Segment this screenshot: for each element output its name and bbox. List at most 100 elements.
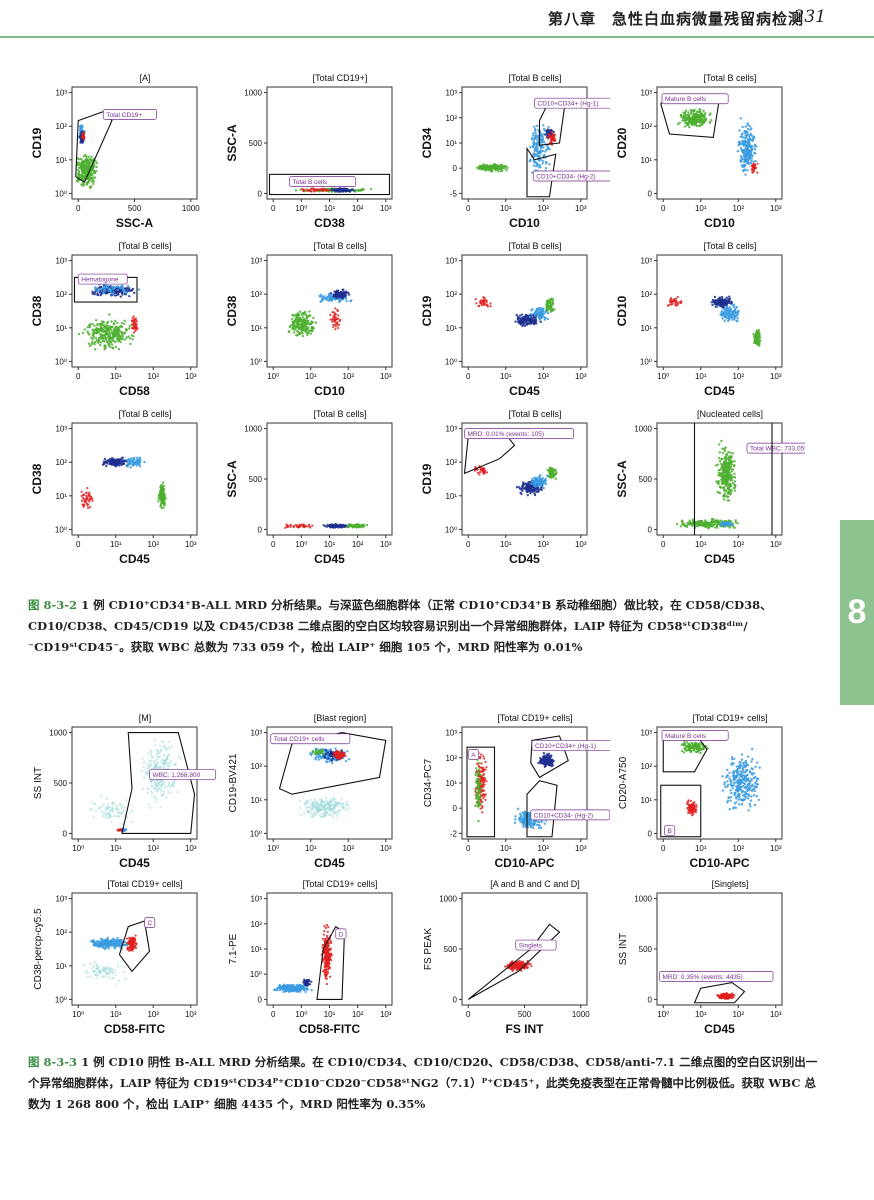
x-tick-label: 10⁰ <box>657 372 669 381</box>
event-dot <box>727 473 731 476</box>
event-dot <box>521 487 524 491</box>
event-dot <box>543 153 546 157</box>
event-dot <box>328 297 331 300</box>
event-dot <box>89 496 92 499</box>
event-dot <box>728 318 731 321</box>
event-dot <box>532 164 536 167</box>
event-dot <box>730 470 734 473</box>
plot-title: [Total B cells] <box>508 73 562 83</box>
event-dot <box>130 804 133 807</box>
event-dot <box>336 309 339 313</box>
flow-plot: [Total B cells] 0 10¹ 10² 10³ 10³ 10² 10¹ 10⁰ CD4… <box>420 241 610 408</box>
event-dot <box>88 323 92 326</box>
event-dot <box>503 167 506 170</box>
event-dot <box>107 344 111 347</box>
event-dot <box>108 459 111 462</box>
event-dot <box>93 176 97 179</box>
event-dot <box>716 303 719 307</box>
y-tick-label: 1000 <box>244 425 262 434</box>
event-dot <box>339 293 342 297</box>
event-dot <box>306 332 310 335</box>
event-dot <box>123 805 127 809</box>
event-dot <box>529 158 532 161</box>
x-tick-label: 10³ <box>380 540 392 549</box>
event-dot <box>153 739 156 742</box>
event-dot <box>743 142 746 145</box>
event-dot <box>695 521 699 525</box>
event-dot <box>730 475 733 478</box>
event-dot <box>125 336 128 339</box>
event-dot <box>736 320 739 323</box>
event-dot <box>306 327 310 331</box>
event-dot <box>727 295 731 298</box>
event-dot <box>162 753 166 757</box>
event-dot <box>95 165 98 169</box>
event-dot <box>742 151 745 154</box>
event-dot <box>152 795 156 798</box>
event-dot <box>731 468 735 471</box>
event-dot <box>146 766 150 770</box>
event-dot <box>720 520 724 524</box>
event-dot <box>305 319 309 323</box>
event-dot <box>137 462 140 466</box>
event-dot <box>159 806 162 809</box>
event-dot <box>529 146 532 149</box>
event-dot <box>91 331 94 334</box>
event-dot <box>744 173 747 176</box>
event-dot <box>669 300 672 303</box>
event-dot <box>170 783 174 786</box>
event-dot <box>103 345 106 348</box>
event-dot <box>298 523 301 526</box>
event-dot <box>533 318 536 322</box>
event-dot <box>116 288 120 292</box>
event-dot <box>532 489 536 493</box>
event-dot <box>301 334 305 338</box>
event-dot <box>162 766 166 769</box>
event-dot <box>291 313 294 317</box>
event-dot <box>92 176 95 179</box>
event-dot <box>79 157 83 161</box>
event-dot <box>150 751 153 754</box>
event-dot <box>114 294 117 297</box>
event-dot <box>150 755 153 759</box>
gate-label: WBC: 1,268,800 <box>153 772 201 779</box>
event-dot <box>728 314 731 318</box>
event-dot <box>342 524 345 527</box>
y-tick-label: 10⁰ <box>250 357 262 366</box>
y-tick-label: 0 <box>453 164 458 173</box>
event-dot <box>730 313 734 316</box>
event-dot <box>80 135 83 138</box>
event-dot <box>295 333 298 337</box>
event-dot <box>110 320 113 323</box>
event-dot <box>533 149 536 153</box>
x-axis-label: CD10 <box>509 216 540 230</box>
event-dot <box>707 521 710 525</box>
event-dot <box>294 524 297 527</box>
event-dot <box>296 323 299 326</box>
event-dot <box>756 162 759 165</box>
event-dot <box>161 783 164 787</box>
event-dot <box>148 806 152 809</box>
event-dot <box>308 323 312 326</box>
event-dot <box>700 114 703 117</box>
event-dot <box>680 115 683 119</box>
event-dot <box>526 494 529 497</box>
event-dot <box>160 739 163 743</box>
event-dot <box>722 469 726 472</box>
event-dot <box>526 317 529 320</box>
event-dot <box>146 763 150 766</box>
event-dot <box>714 526 717 529</box>
event-dot <box>736 311 740 315</box>
event-dot <box>95 327 98 331</box>
event-dot <box>118 334 121 338</box>
event-dot <box>120 804 124 808</box>
event-dot <box>532 145 535 149</box>
event-dot <box>132 315 135 318</box>
event-dot <box>122 808 126 811</box>
y-tick-label: 0 <box>258 525 263 534</box>
event-dot <box>736 313 739 317</box>
event-dot <box>151 792 154 795</box>
event-dot <box>535 484 539 488</box>
event-dot <box>527 488 530 492</box>
